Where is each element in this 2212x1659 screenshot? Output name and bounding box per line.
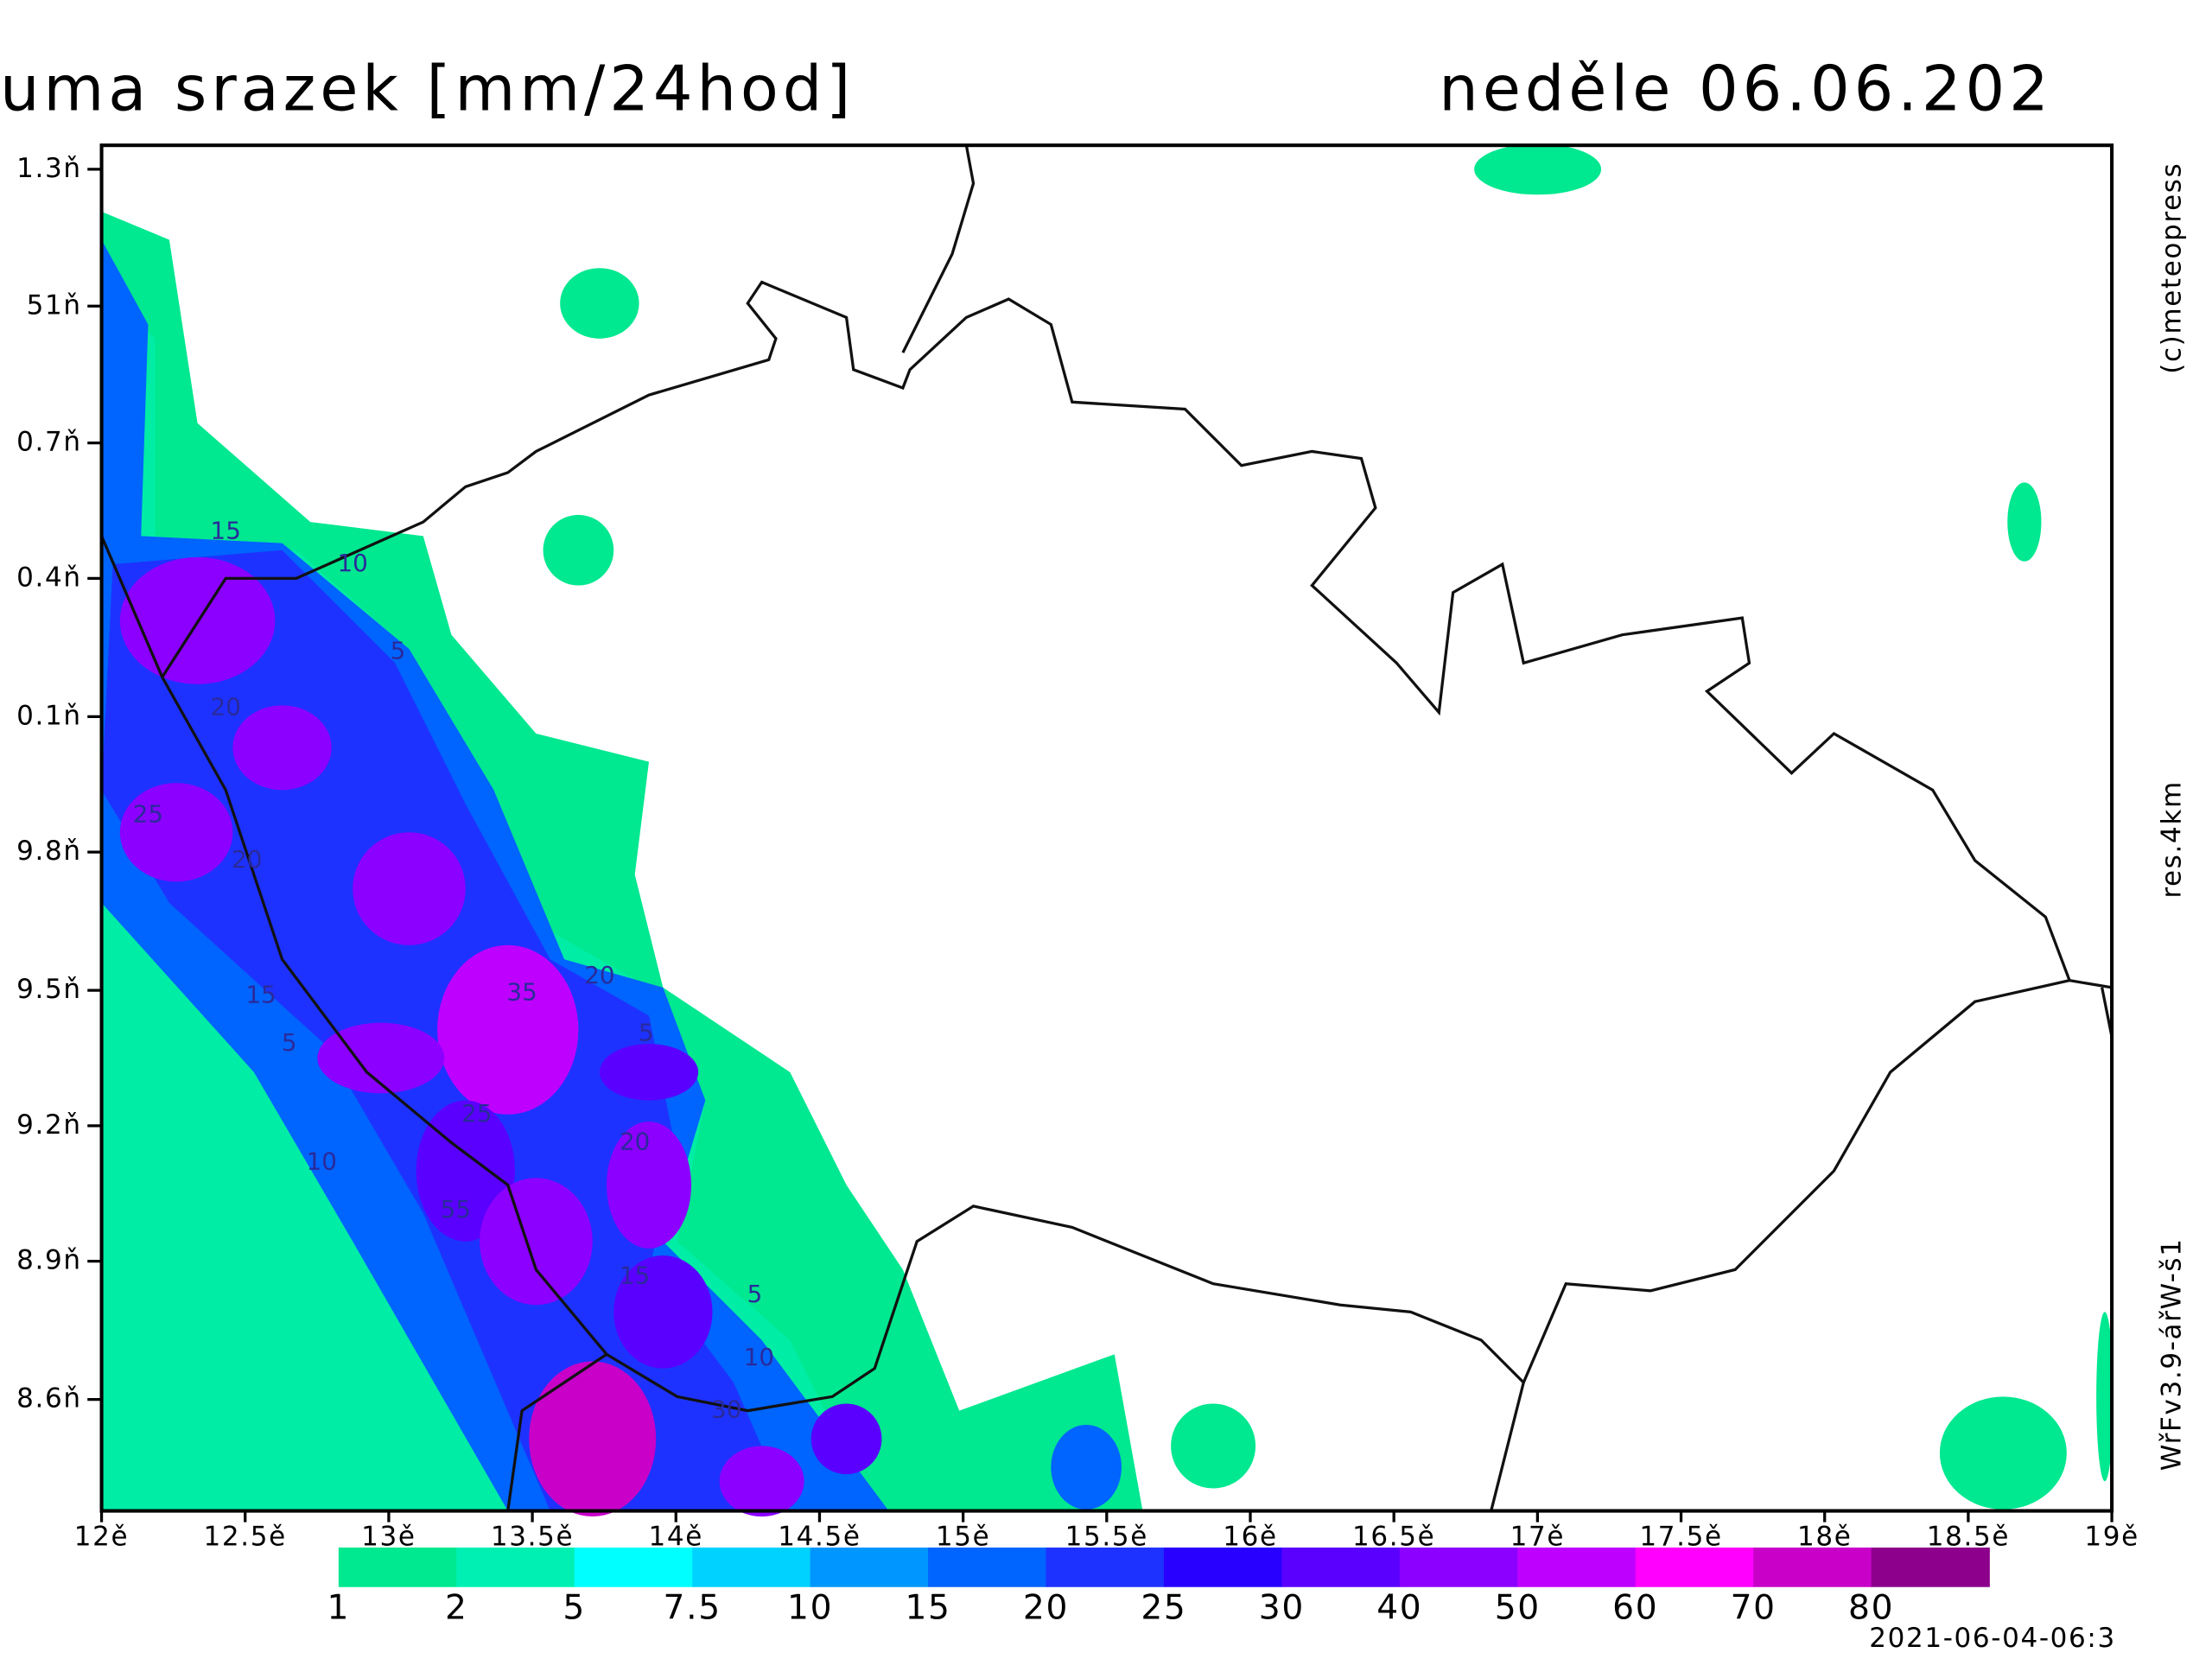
title: uma srazek [mm/24hod] [0, 52, 855, 124]
precipitation-field [101, 143, 2113, 1517]
lon-label: 17ě [1510, 1522, 1565, 1553]
model: WřFv3.9-ářW-š1 [2156, 1237, 2187, 1471]
legend-swatch [338, 1548, 458, 1587]
contour-label: 10 [307, 1147, 337, 1175]
borders [100, 144, 2113, 1511]
legend-label: 40 [1376, 1588, 1422, 1627]
contour-label: 20 [620, 1127, 650, 1155]
legend-label: 1 [327, 1588, 351, 1627]
date: neděle 06.06.202 [1439, 52, 2052, 124]
contour-label: 20 [584, 961, 614, 989]
legend-label: 30 [1259, 1588, 1305, 1627]
legend-label: 25 [1141, 1588, 1186, 1627]
legend-label: 15 [905, 1588, 950, 1627]
lon-label: 18ě [1797, 1522, 1852, 1553]
contour-label: 15 [245, 981, 276, 1009]
copyright: (c)meteopress [2156, 162, 2187, 374]
legend-swatch [1163, 1548, 1283, 1587]
lon-label: 17.5ě [1639, 1522, 1722, 1553]
contour-label: 35 [506, 977, 537, 1006]
lon-label: 16ě [1223, 1522, 1277, 1553]
lat-label: 8.6ň [16, 1383, 82, 1414]
legend-swatch [1871, 1548, 1990, 1587]
lat-label: 9.5ň [16, 974, 82, 1005]
lon-label: 13.5ě [491, 1522, 574, 1553]
legend-label: 60 [1612, 1588, 1658, 1627]
contour-label: 5 [391, 636, 406, 664]
legend-label: 20 [1023, 1588, 1069, 1627]
lat-label: 0.7ň [16, 427, 82, 458]
legend-label: 2 [445, 1588, 468, 1627]
contour-label: 5 [639, 1019, 654, 1047]
lon-label: 16.5ě [1352, 1522, 1435, 1553]
legend-swatch [810, 1548, 929, 1587]
lon-label: 12ě [74, 1522, 129, 1553]
lon-label: 14.5ě [778, 1522, 861, 1553]
legend-swatch [1399, 1548, 1519, 1587]
lon-label: 15ě [936, 1522, 990, 1553]
lon-label: 13ě [361, 1522, 416, 1553]
legend-label: 5 [563, 1588, 586, 1627]
lon-label: 18.5ě [1927, 1522, 2010, 1553]
lon-label: 15.5ě [1065, 1522, 1148, 1553]
legend-label: 80 [1848, 1588, 1894, 1627]
legend-swatch [456, 1548, 575, 1587]
legend-label: 10 [787, 1588, 833, 1627]
legend-label: 7.5 [664, 1588, 721, 1627]
legend-swatch [692, 1548, 811, 1587]
legend-swatch [1046, 1548, 1165, 1587]
lat-label: 9.2ň [16, 1109, 82, 1141]
legend-swatch [928, 1548, 1047, 1587]
legend-label: 70 [1731, 1588, 1777, 1627]
legend-swatch [1635, 1548, 1754, 1587]
lon-label: 14ě [649, 1522, 703, 1553]
lat-label: 0.1ň [16, 700, 82, 731]
contour-label: 15 [620, 1262, 650, 1290]
lon-label: 19ě [2084, 1522, 2139, 1553]
lat-label: 1.3ň [16, 153, 82, 184]
lat-label: 51ň [27, 289, 82, 321]
legend-swatch [1281, 1548, 1401, 1587]
resolution: res.4km [2156, 780, 2187, 899]
lat-label: 8.9ň [16, 1245, 82, 1276]
contour-label: 5 [282, 1028, 297, 1057]
contour-label: 10 [744, 1343, 774, 1371]
timestamp: 2021-06-04-06:3 [1869, 1623, 2116, 1654]
lat-label: 9.8ň [16, 836, 82, 867]
legend-swatch [1753, 1548, 1872, 1587]
legend-swatch [574, 1548, 693, 1587]
contour-label: 30 [711, 1395, 741, 1424]
contour-label: 10 [338, 549, 368, 577]
contour-label: 55 [441, 1195, 471, 1224]
legend-label: 50 [1495, 1588, 1541, 1627]
lat-label: 0.4ň [16, 562, 82, 593]
lon-label: 12.5ě [204, 1522, 287, 1553]
contour-label: 25 [133, 800, 163, 829]
contour-label: 5 [747, 1280, 763, 1308]
contour-label: 20 [211, 693, 241, 721]
contour-label: 15 [211, 517, 241, 545]
contour-label: 20 [232, 845, 262, 874]
legend-swatch [1517, 1548, 1637, 1587]
contour-label: 25 [461, 1099, 492, 1128]
